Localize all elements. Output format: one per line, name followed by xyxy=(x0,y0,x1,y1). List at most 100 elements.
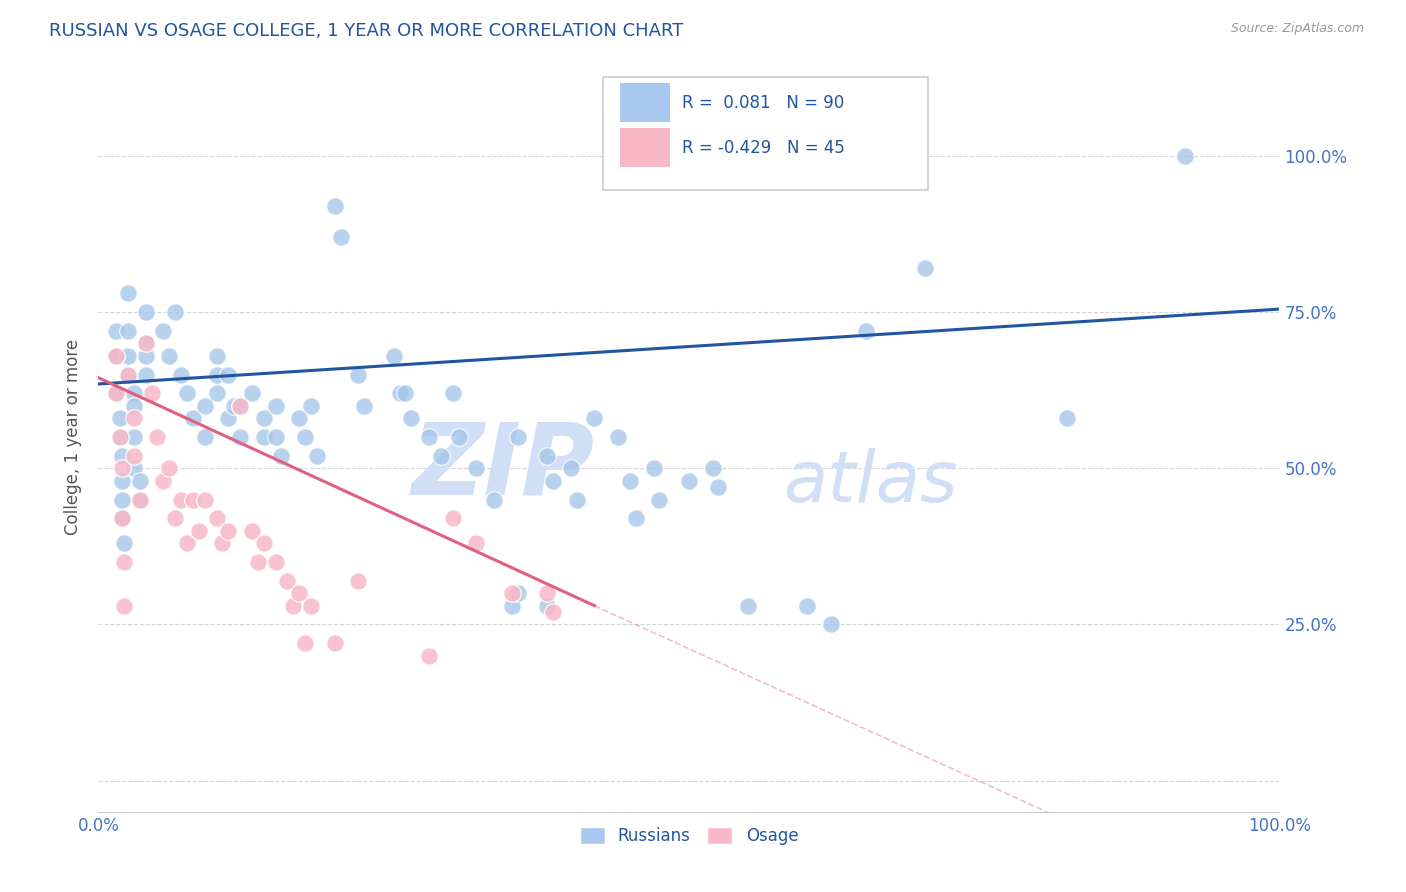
Point xyxy=(217,411,239,425)
Point xyxy=(506,430,529,444)
Point xyxy=(541,605,564,619)
Point xyxy=(536,586,558,600)
Point xyxy=(135,349,157,363)
Point xyxy=(323,199,346,213)
Point xyxy=(112,536,135,550)
Point xyxy=(820,617,842,632)
Point xyxy=(146,430,169,444)
Point xyxy=(465,536,488,550)
Point xyxy=(482,492,505,507)
Point xyxy=(105,349,128,363)
Point xyxy=(501,599,523,613)
Point xyxy=(347,368,370,382)
Point xyxy=(583,411,606,425)
Point xyxy=(253,536,276,550)
Point xyxy=(607,430,630,444)
Point xyxy=(135,336,157,351)
Point xyxy=(299,599,322,613)
Text: ZIP: ZIP xyxy=(412,418,595,516)
Point xyxy=(294,636,316,650)
Point xyxy=(294,430,316,444)
Point xyxy=(619,474,641,488)
Point xyxy=(194,430,217,444)
Point xyxy=(194,399,217,413)
Point xyxy=(288,411,311,425)
Point xyxy=(914,261,936,276)
Point xyxy=(105,349,128,363)
Point xyxy=(217,368,239,382)
Point xyxy=(117,324,139,338)
Point xyxy=(283,599,305,613)
Point xyxy=(112,555,135,569)
Point xyxy=(253,430,276,444)
Point xyxy=(117,368,139,382)
Point xyxy=(117,368,139,382)
Point xyxy=(855,324,877,338)
Point xyxy=(229,430,252,444)
Point xyxy=(536,449,558,463)
Point xyxy=(418,430,440,444)
Point xyxy=(105,386,128,401)
Point xyxy=(536,599,558,613)
Point xyxy=(240,524,263,538)
Point xyxy=(181,492,204,507)
Point xyxy=(246,555,269,569)
Point xyxy=(122,386,145,401)
Point xyxy=(108,430,131,444)
Text: atlas: atlas xyxy=(783,448,957,516)
Point xyxy=(560,461,582,475)
Point xyxy=(737,599,759,613)
Point xyxy=(170,368,193,382)
Point xyxy=(224,399,246,413)
Point xyxy=(465,461,488,475)
Point xyxy=(288,586,311,600)
Point xyxy=(205,368,228,382)
Point xyxy=(105,324,128,338)
Point xyxy=(441,511,464,525)
Point xyxy=(141,386,163,401)
Point xyxy=(678,474,700,488)
Point xyxy=(1056,411,1078,425)
Point xyxy=(205,349,228,363)
Point xyxy=(176,386,198,401)
Text: R = -0.429   N = 45: R = -0.429 N = 45 xyxy=(682,139,845,157)
Point xyxy=(165,511,187,525)
Point xyxy=(264,430,287,444)
Point xyxy=(441,386,464,401)
Point xyxy=(111,449,134,463)
Point xyxy=(229,399,252,413)
Point xyxy=(122,411,145,425)
Point xyxy=(264,555,287,569)
Point xyxy=(447,430,470,444)
Point xyxy=(418,648,440,663)
Point xyxy=(122,399,145,413)
Point xyxy=(270,449,292,463)
Point xyxy=(128,492,150,507)
Point xyxy=(152,324,174,338)
Point xyxy=(643,461,665,475)
Point xyxy=(240,386,263,401)
Point xyxy=(111,492,134,507)
Point xyxy=(111,511,134,525)
Text: RUSSIAN VS OSAGE COLLEGE, 1 YEAR OR MORE CORRELATION CHART: RUSSIAN VS OSAGE COLLEGE, 1 YEAR OR MORE… xyxy=(49,22,683,40)
Point xyxy=(229,399,252,413)
Point xyxy=(122,461,145,475)
Text: Source: ZipAtlas.com: Source: ZipAtlas.com xyxy=(1230,22,1364,36)
Point xyxy=(329,230,352,244)
Point xyxy=(353,399,375,413)
Point xyxy=(299,399,322,413)
Point xyxy=(135,368,157,382)
Point xyxy=(205,511,228,525)
Point xyxy=(648,492,671,507)
Point xyxy=(217,524,239,538)
Point xyxy=(128,474,150,488)
Point xyxy=(170,492,193,507)
Point xyxy=(211,536,233,550)
Point xyxy=(152,474,174,488)
Point xyxy=(111,511,134,525)
Point xyxy=(157,461,180,475)
Point xyxy=(305,449,328,463)
Point xyxy=(176,536,198,550)
FancyBboxPatch shape xyxy=(620,128,671,168)
Point xyxy=(105,386,128,401)
